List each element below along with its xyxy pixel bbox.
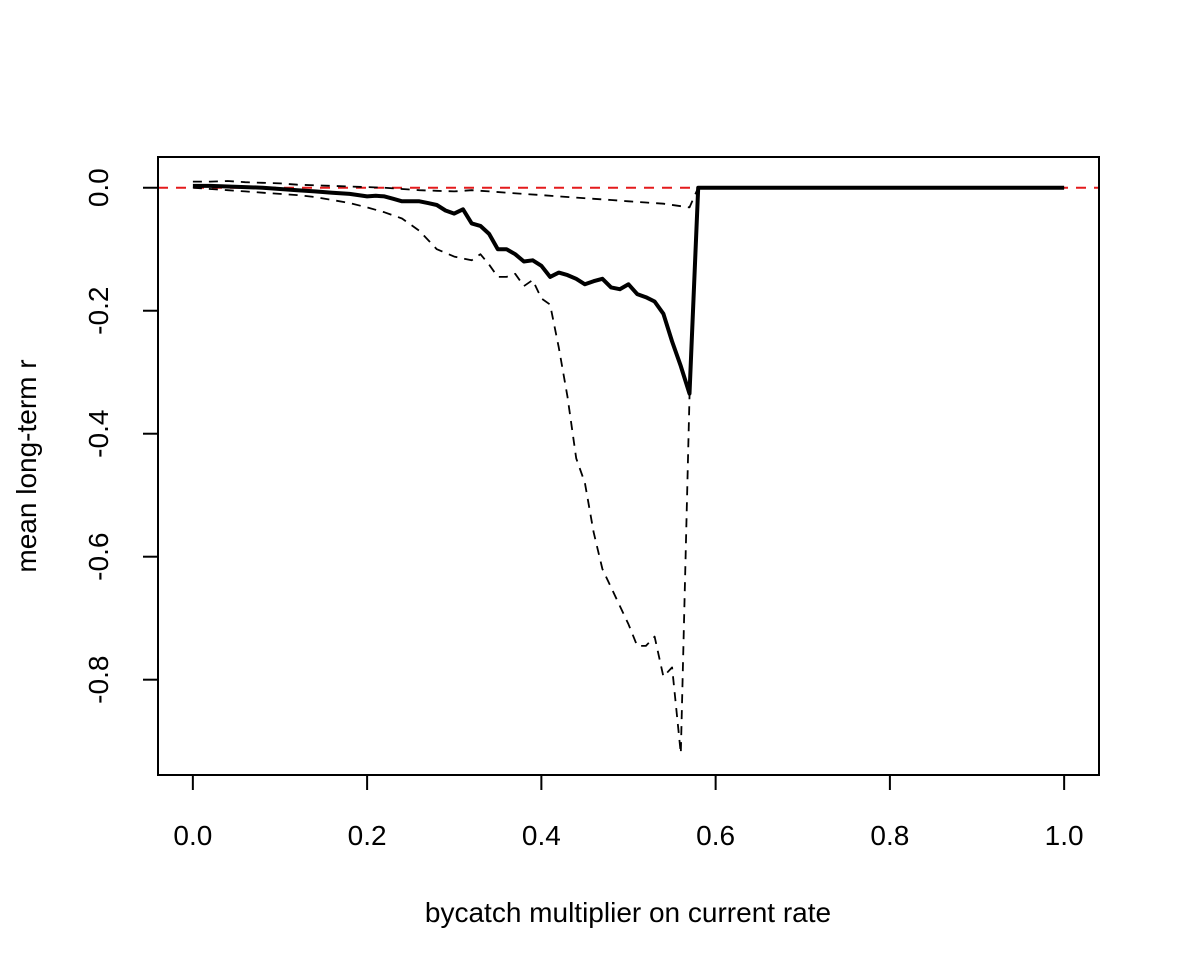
series-layer — [192, 180, 1065, 755]
x-axis-title: bycatch multiplier on current rate — [425, 897, 831, 928]
y-tick-label: 0.0 — [83, 168, 114, 207]
y-tick-label: -0.2 — [83, 287, 114, 335]
x-tick-label: 0.8 — [870, 820, 909, 851]
x-tick-label: 0.2 — [348, 820, 387, 851]
y-tick-label: -0.4 — [83, 410, 114, 458]
x-tick-label: 1.0 — [1045, 820, 1084, 851]
x-tick-label: 0.4 — [522, 820, 561, 851]
x-axis: 0.0 0.2 0.4 0.6 0.8 1.0 — [173, 774, 1084, 851]
y-axis-title: mean long-term r — [11, 359, 42, 572]
x-tick-label: 0.6 — [696, 820, 735, 851]
dashed-series-line-2 — [192, 186, 1065, 755]
dashed-series-line-1 — [192, 180, 1065, 209]
y-tick-label: -0.8 — [83, 656, 114, 704]
mean-series-line — [192, 183, 1065, 396]
y-tick-label: -0.6 — [83, 533, 114, 581]
x-tick-label: 0.0 — [173, 820, 212, 851]
y-axis: 0.0 -0.2 -0.4 -0.6 -0.8 — [83, 168, 159, 704]
